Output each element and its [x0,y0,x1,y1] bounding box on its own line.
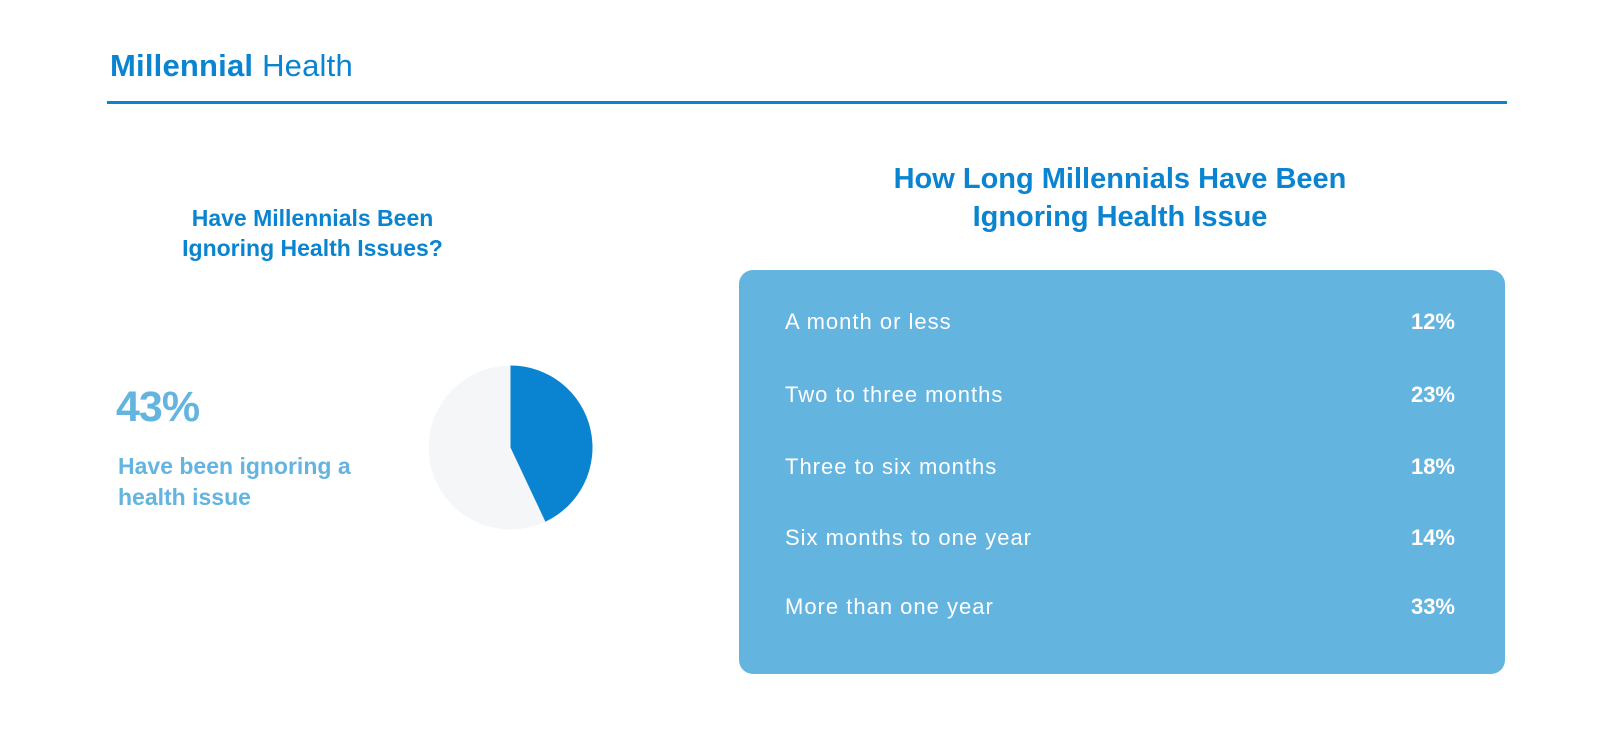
table-title-line1: How Long Millennials Have Been [893,163,1347,195]
table-row: More than one year 33% [785,590,1455,624]
page-title-bold: Millennial [110,48,254,83]
table-row: Six months to one year 14% [785,521,1455,555]
row-label: More than one year [785,594,994,619]
pie-chart-title-line2: Ignoring Health Issues? [182,235,443,261]
highlight-caption-line2: health issue [118,484,251,510]
header-divider [107,101,1507,104]
table-row: A month or less 12% [785,305,1455,339]
duration-table: A month or less 12% Two to three months … [739,270,1505,674]
row-value: 33% [1410,594,1455,619]
table-row: Three to six months 18% [785,450,1455,484]
row-value: 23% [1410,382,1455,407]
page-title-light: Health [262,48,353,83]
pie-chart-title: Have Millennials Been Ignoring Health Is… [150,203,475,263]
highlight-caption: Have been ignoring a health issue [118,451,418,513]
page-title: Millennial Health [110,46,353,86]
pie-chart-title-line1: Have Millennials Been [191,205,434,231]
row-value: 12% [1410,309,1455,334]
row-label: Two to three months [785,382,1004,407]
pie-chart [428,365,593,530]
row-label: Three to six months [785,454,998,479]
row-value: 14% [1410,525,1455,550]
table-title-line2: Ignoring Health Issue [972,201,1268,233]
highlight-percentage: 43% [116,383,200,431]
highlight-caption-line1: Have been ignoring a [118,453,351,479]
table-row: Two to three months 23% [785,378,1455,412]
row-label: Six months to one year [785,525,1033,550]
pie-slice-ignoring [510,365,593,522]
row-label: A month or less [785,309,952,334]
table-title: How Long Millennials Have Been Ignoring … [800,160,1440,236]
row-value: 18% [1410,454,1455,479]
